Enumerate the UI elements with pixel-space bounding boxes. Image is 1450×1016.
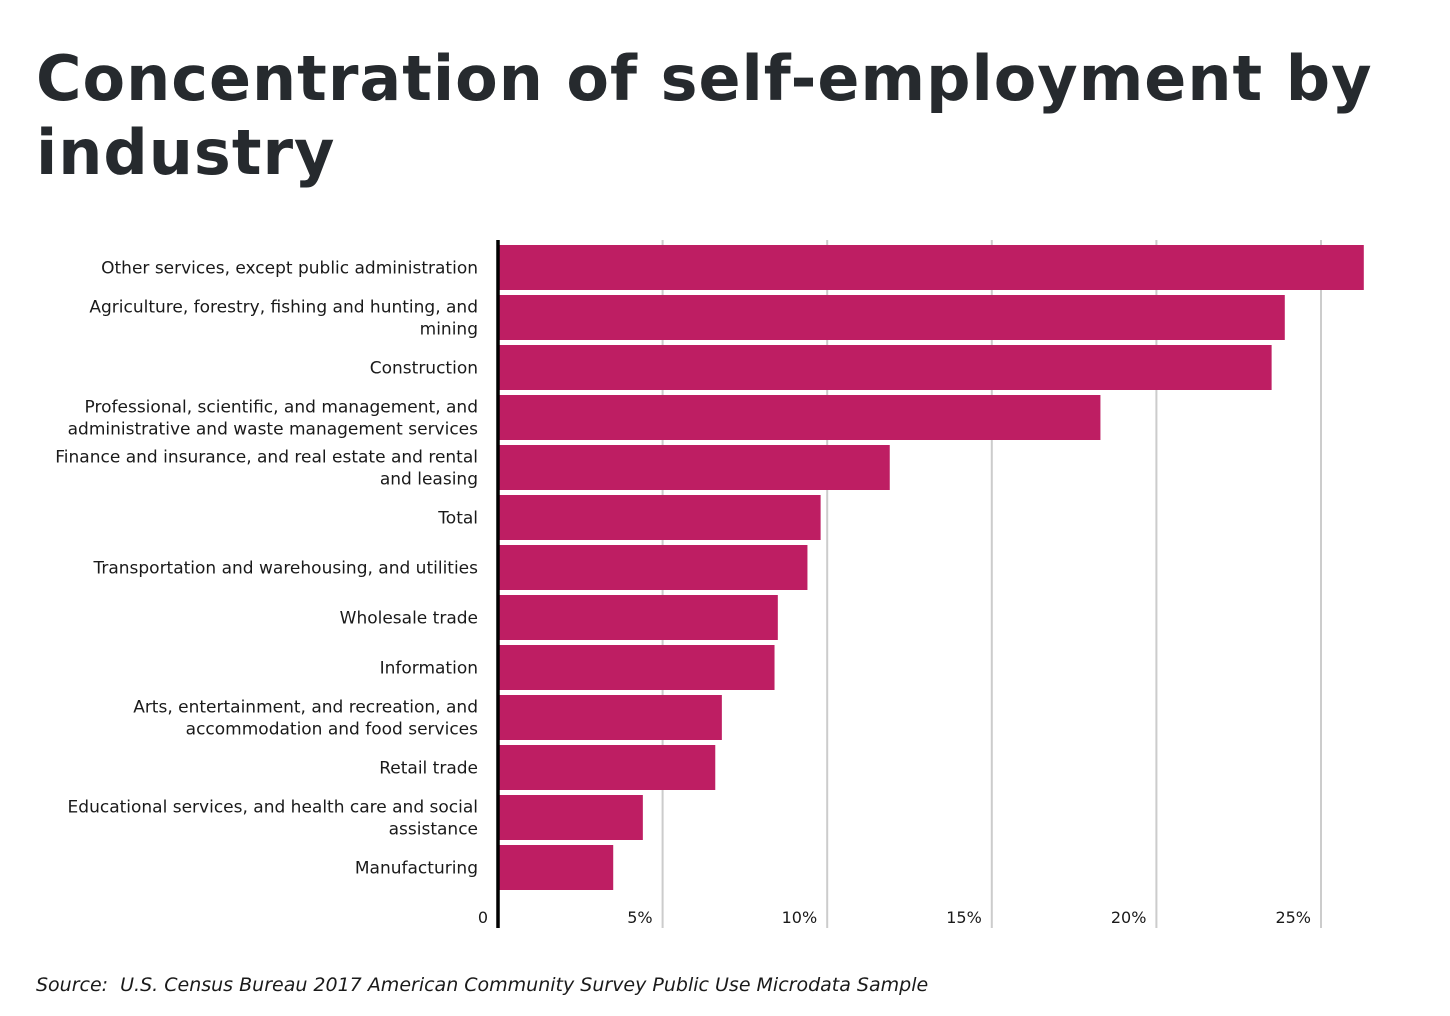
category-label: Arts, entertainment, and recreation, and: [133, 698, 478, 718]
x-tick-label: 25%: [1275, 908, 1311, 927]
category-label: Manufacturing: [355, 859, 478, 879]
bars: [498, 245, 1364, 890]
x-tick-label: 5%: [627, 908, 652, 927]
x-tick-label: 0: [478, 908, 488, 927]
category-label: Agriculture, forestry, fishing and hunti…: [89, 298, 478, 318]
bar: [498, 495, 821, 540]
category-label: Educational services, and health care an…: [68, 798, 478, 818]
category-label: assistance: [389, 820, 478, 840]
category-label: Total: [437, 509, 478, 529]
bar: [498, 395, 1101, 440]
bar: [498, 745, 716, 790]
bar: [498, 845, 614, 890]
category-label: Retail trade: [379, 759, 478, 779]
category-label: Wholesale trade: [340, 609, 478, 629]
category-label: Construction: [370, 359, 478, 379]
chart-title: Concentration of self-employment by indu…: [36, 42, 1373, 189]
category-label: Other services, except public administra…: [101, 259, 478, 279]
bar: [498, 295, 1285, 340]
bar: [498, 645, 775, 690]
bar: [498, 545, 808, 590]
category-label: accommodation and food services: [186, 720, 478, 740]
category-label: administrative and waste management serv…: [68, 420, 479, 440]
bar: [498, 695, 722, 740]
category-label: Transportation and warehousing, and util…: [92, 559, 478, 579]
x-tick-label: 15%: [946, 908, 982, 927]
bar: [498, 795, 643, 840]
bar: [498, 345, 1272, 390]
bar: [498, 245, 1364, 290]
category-label: Finance and insurance, and real estate a…: [55, 448, 478, 468]
category-label: mining: [420, 320, 478, 340]
category-label: and leasing: [380, 470, 478, 490]
category-label: Professional, scientific, and management…: [85, 398, 478, 418]
category-label: Information: [380, 659, 478, 679]
x-tick-labels: 0 5% 10% 15% 20% 25%: [478, 908, 1311, 927]
bar: [498, 595, 778, 640]
x-tick-label: 20%: [1111, 908, 1147, 927]
x-tick-label: 10%: [782, 908, 818, 927]
bar: [498, 445, 890, 490]
category-labels: Other services, except public administra…: [55, 259, 478, 879]
source-note: Source: U.S. Census Bureau 2017 American…: [36, 974, 929, 996]
